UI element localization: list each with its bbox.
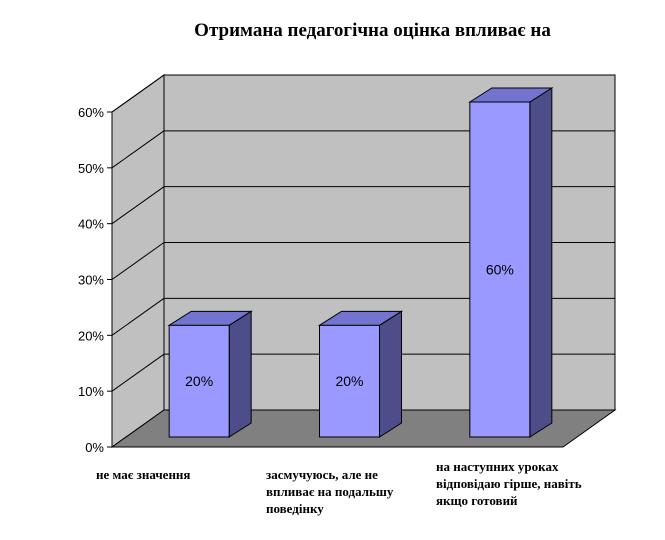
gridline-side: [111, 130, 165, 169]
bar-side: [228, 310, 252, 438]
y-tick-label: 20%: [78, 328, 104, 343]
gridline-side: [111, 297, 165, 336]
gridline-side: [111, 74, 165, 113]
y-tick-label: 10%: [78, 384, 104, 399]
x-tick-label: на наступних уроках відповідаю гірше, на…: [436, 459, 582, 508]
gridline-side: [111, 186, 165, 225]
data-label: 20%: [185, 373, 213, 389]
bar-front: [319, 324, 380, 438]
gridline-side: [111, 353, 165, 392]
bars: 20% 20% 60%: [167, 87, 554, 438]
y-tick-label: 0%: [85, 440, 104, 455]
data-label: 20%: [335, 373, 363, 389]
gridline-side: [111, 242, 165, 280]
chart-title: Отримана педагогічна оцінка впливає на: [194, 20, 551, 41]
bar: 20%: [167, 310, 253, 438]
bar-front: [469, 101, 531, 438]
y-tick-label: 30%: [78, 273, 104, 288]
bar: 60%: [468, 87, 554, 438]
y-axis-ticks: 0% 10% 20% 30% 40% 50% 60%: [78, 105, 113, 455]
y-tick-label: 60%: [78, 105, 104, 120]
bar-side: [379, 310, 402, 438]
x-tick-label: засмучуюсь, але не впливає на подальшу п…: [266, 467, 394, 516]
y-tick-label: 50%: [78, 161, 104, 176]
x-tick-label: не має значення: [96, 467, 191, 482]
data-label: 60%: [486, 262, 514, 278]
bar-side: [529, 87, 553, 438]
y-tick-label: 40%: [78, 217, 104, 232]
bar-front: [168, 324, 230, 438]
bar: 20%: [317, 310, 404, 438]
